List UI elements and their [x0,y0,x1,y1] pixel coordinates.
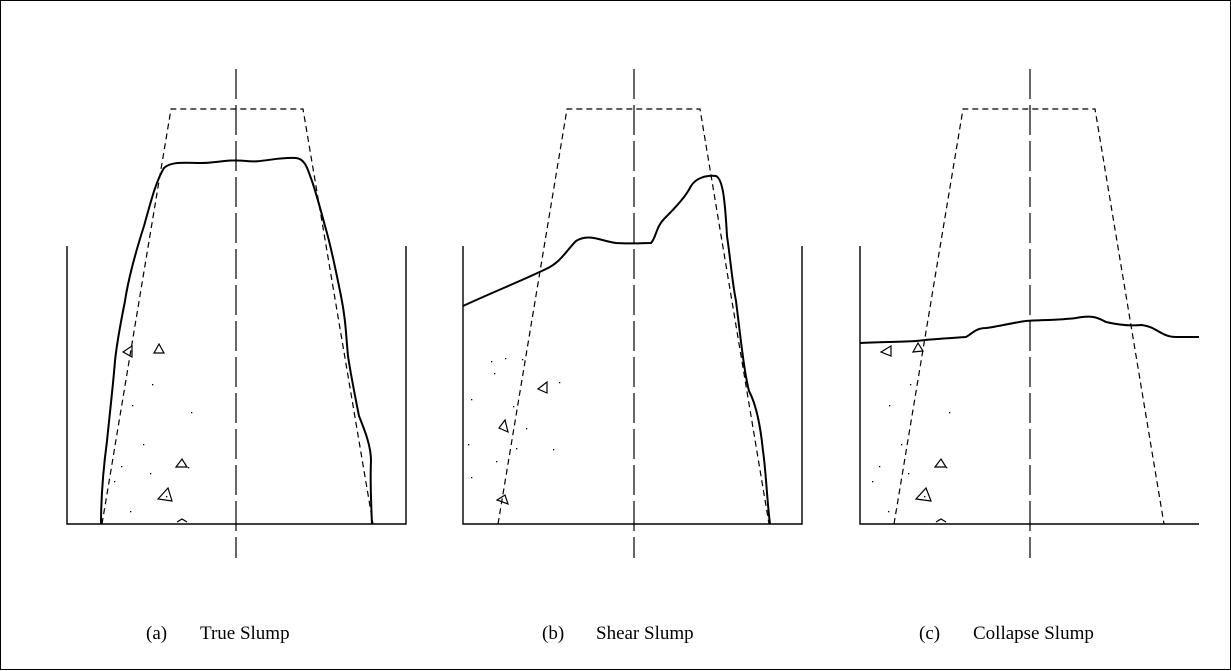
caption-title: Collapse Slump [973,623,1094,644]
sand-dots [468,358,561,479]
slump-cone-outline [893,108,1165,525]
concrete-profile [859,315,1199,344]
panel-collapse-slump [859,69,1199,558]
caption-true-slump: (a) True Slump [146,623,290,645]
caption-letter: (a) [146,623,168,644]
concrete-profile [100,156,373,525]
caption-title: True Slump [200,623,290,644]
container-outline [859,246,1199,525]
aggregate-marks [879,341,948,523]
caption-letter: (b) [542,623,565,644]
sand-dots [872,384,951,513]
concrete-profile [462,174,771,525]
slump-cone-outline [497,108,770,525]
container-outline [462,246,803,525]
caption-collapse-slump: (c) Collapse Slump [919,623,1094,645]
panel-shear-slump [462,69,803,558]
panel-true-slump [66,69,407,558]
slump-cone-outline [101,108,374,525]
aggregate-marks [121,342,189,523]
aggregate-marks [495,380,548,505]
sand-dots [114,384,193,513]
caption-letter: (c) [919,623,941,644]
caption-shear-slump: (b) Shear Slump [542,623,694,645]
caption-title: Shear Slump [596,623,694,644]
